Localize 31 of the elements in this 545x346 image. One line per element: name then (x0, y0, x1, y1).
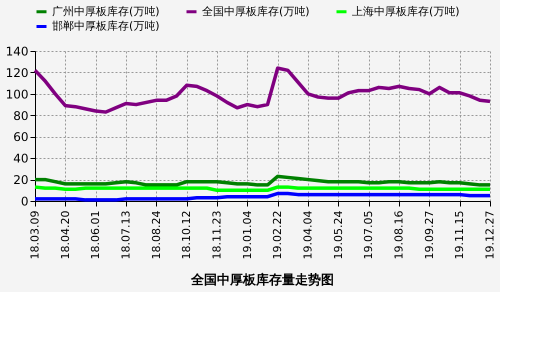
x-tick-label: 19.04.04 (302, 210, 314, 260)
y-tick-label: 120 (6, 66, 28, 80)
x-tick-label: 18.08.24 (150, 210, 163, 260)
x-tick-label: 18.06.01 (89, 210, 102, 260)
x-tick-label: 18.10.12 (180, 210, 194, 260)
x-tick-label: 19.01.04 (240, 210, 254, 260)
line-series (33, 174, 492, 187)
x-tick-label: 19.08.16 (392, 210, 406, 260)
y-tick-label: 100 (6, 87, 28, 102)
y-tick-label: 80 (13, 108, 28, 123)
x-tick-label: 19.11.15 (453, 210, 466, 260)
y-tick-label: 140 (6, 44, 28, 58)
legend-label: 广州中厚板库存(万吨) (52, 4, 160, 18)
legend-label: 全国中厚板库存(万吨) (202, 4, 310, 18)
x-tick-label: 18.03.09 (28, 210, 42, 260)
x-tick-label: 18.11.23 (210, 210, 224, 260)
text: 全国中厚板库存量走势图 (190, 272, 334, 288)
x-tick-label: 18.04.20 (58, 210, 72, 260)
x-tick-label: 19.05.24 (332, 210, 345, 260)
x-tick-label: 19.12.27 (484, 210, 496, 260)
y-tick-label: 20 (13, 173, 28, 188)
x-tick-label: 19.02.22 (271, 210, 284, 260)
y-tick-label: 40 (13, 152, 28, 166)
x-tick-label: 18.07.13 (120, 210, 132, 260)
x-tick-label: 19.09.27 (422, 210, 436, 260)
y-tick-label: 60 (13, 130, 28, 144)
legend-label: 邯郸中厚板库存(万吨) (52, 20, 160, 32)
legend-label: 上海中厚板库存(万吨) (352, 4, 460, 18)
y-tick-label: 0 (20, 194, 28, 208)
x-tick-label: 19.07.05 (362, 210, 376, 260)
line-series (33, 66, 492, 114)
